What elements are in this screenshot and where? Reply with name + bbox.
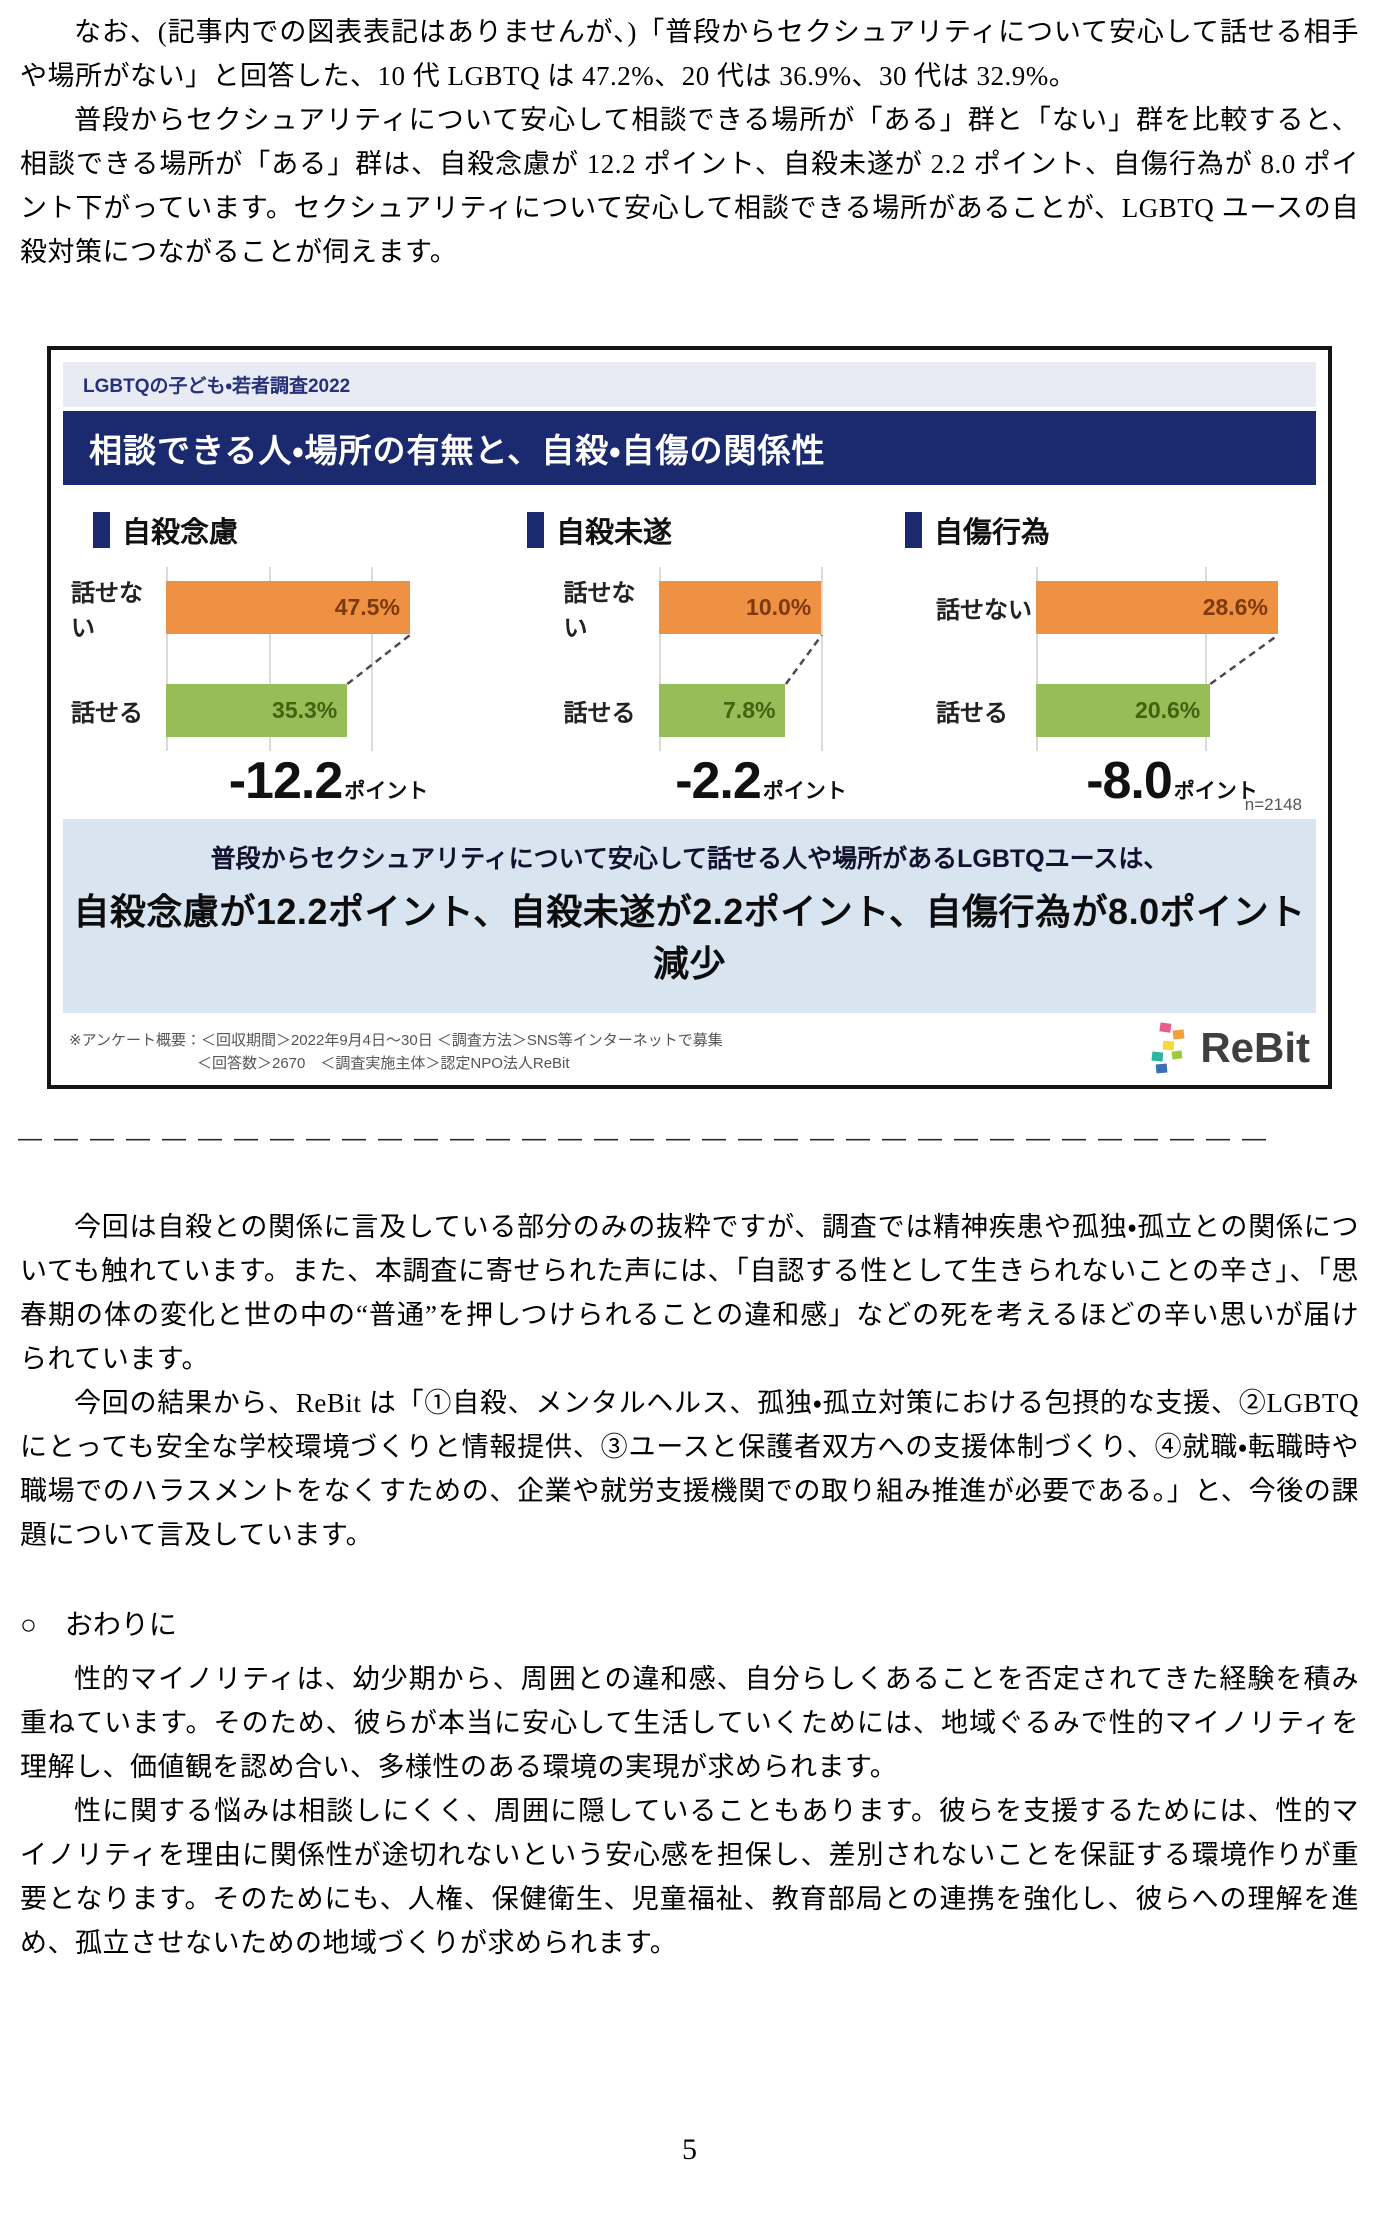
rebit-logo: ReBit: [1146, 1021, 1310, 1075]
legend-color-swatch-icon: [905, 512, 922, 548]
delta-unit: ポイント: [344, 780, 429, 803]
gridline: [268, 567, 271, 751]
category-label-can-talk: 話せる: [563, 700, 636, 727]
bar-can-talk: 20.6%: [1036, 684, 1211, 737]
legend-label: 自殺未遂: [556, 517, 673, 549]
rebit-logo-text: ReBit: [1200, 1024, 1310, 1071]
delta-value: -2.2: [675, 752, 762, 810]
bar-value-label: 7.8%: [723, 697, 776, 723]
chart-legends-row: 自殺念慮 自殺未遂 自傷行為: [71, 509, 1308, 551]
dashed-separator: ―――――――――――――――――――――――――――――――――――: [18, 1125, 1278, 1152]
gridline: [1036, 567, 1038, 751]
note-line-2: ＜回答数＞2670 ＜調査実施主体＞認定NPO法人ReBit: [197, 1054, 570, 1072]
legend-color-swatch-icon: [93, 512, 110, 548]
infographic-summary-box: 普段からセクシュアリティについて安心して話せる人や場所があるLGBTQユースは、…: [63, 819, 1316, 1013]
paragraph-conclusion-1: 性的マイノリティは、幼少期から、周囲との違和感、自分らしくあることを否定されてき…: [20, 1664, 1359, 1782]
legend-suicide-attempt: 自殺未遂: [509, 509, 827, 551]
charts-row: 話せない 話せる 47.5% 35.3%: [71, 567, 1308, 811]
delta-value: -12.2: [228, 752, 344, 810]
bar-chart-suicide-attempt: 話せない 話せる 10.0% 7.8%: [563, 567, 864, 811]
conclusion-text-block: 性的マイノリティは、幼少期から、周囲との違和感、自分らしくあることを否定されてき…: [20, 1657, 1359, 1965]
summary-line-2: 自殺念慮が12.2ポイント、自殺未遂が2.2ポイント、自傷行為が8.0ポイント減…: [73, 891, 1306, 984]
legend-label: 自傷行為: [934, 517, 1051, 549]
category-label-can-talk: 話せる: [71, 700, 143, 727]
category-label-can-talk: 話せる: [936, 700, 1008, 727]
gridline: [166, 567, 168, 751]
category-label-cannot-talk: 話せない: [71, 579, 143, 642]
delta-value: -8.0: [1086, 752, 1173, 810]
bar-cannot-talk: 10.0%: [658, 581, 822, 634]
legend-label: 自殺念慮: [122, 517, 239, 549]
paragraph-rebit-recommendations: 今回の結果から、ReBit は「①自殺、メンタルヘルス、孤独・孤立対策における包…: [20, 1388, 1359, 1550]
chart-plot-area: 47.5% 35.3%: [166, 567, 491, 751]
gridline: [1205, 567, 1208, 751]
bar-chart-self-harm: 話せない 話せる 28.6% 20.6%: [936, 567, 1308, 811]
rebit-logo-icon: [1151, 1022, 1185, 1074]
page-number: 5: [682, 2133, 697, 2166]
legend-color-swatch-icon: [527, 512, 544, 548]
bar-value-label: 10.0%: [746, 594, 812, 620]
bar-cannot-talk: 47.5%: [166, 581, 410, 634]
analysis-text-block: 今回は自殺との関係に言及している部分のみの抜粋ですが、調査では精神疾患や孤独・孤…: [20, 1205, 1359, 1557]
conclusion-heading: ○ おわりに: [20, 1610, 177, 1641]
summary-line-1: 普段からセクシュアリティについて安心して話せる人や場所があるLGBTQユースは、: [210, 845, 1169, 873]
category-label-cannot-talk: 話せない: [936, 597, 1032, 624]
survey-methodology-note: ※アンケート概要：＜回収期間＞2022年9月4日～30日 ＜調査方法＞SNS等イ…: [69, 1029, 723, 1076]
delta-unit: ポイント: [1173, 780, 1258, 803]
paragraph-comparison: 普段からセクシュアリティについて安心して相談できる場所が「ある」群と「ない」群を…: [20, 105, 1359, 267]
intro-text-block: なお、(記事内での図表表記はありませんが、)「普段からセクシュアリティについて安…: [20, 0, 1359, 274]
survey-infographic: LGBTQの子ども・若者調査2022 相談できる人・場所の有無と、自殺・自傷の関…: [47, 346, 1332, 1089]
bar-value-label: 28.6%: [1202, 594, 1268, 620]
bar-value-label: 35.3%: [272, 697, 338, 723]
bar-value-label: 20.6%: [1135, 697, 1201, 723]
legend-self-harm: 自傷行為: [827, 509, 1050, 551]
paragraph-excerpt-note: 今回は自殺との関係に言及している部分のみの抜粋ですが、調査では精神疾患や孤独・孤…: [20, 1212, 1359, 1374]
bar-value-label: 47.5%: [334, 594, 400, 620]
category-label-cannot-talk: 話せない: [563, 579, 636, 642]
infographic-footer: ※アンケート概要：＜回収期間＞2022年9月4日～30日 ＜調査方法＞SNS等イ…: [63, 1013, 1316, 1077]
chart-plot-area: 10.0% 7.8%: [658, 567, 864, 751]
bar-chart-suicidal-ideation: 話せない 話せる 47.5% 35.3%: [71, 567, 491, 811]
sample-size-label: n=2148: [1244, 795, 1302, 814]
delta-unit: ポイント: [762, 780, 847, 803]
legend-suicidal-ideation: 自殺念慮: [71, 509, 509, 551]
chart-plot-area: 28.6% 20.6%: [1036, 567, 1308, 751]
delta-suicidal-ideation: -12.2ポイント: [71, 751, 491, 811]
delta-self-harm: -8.0ポイント: [936, 751, 1308, 811]
bar-can-talk: 7.8%: [658, 684, 786, 737]
infographic-survey-tag: LGBTQの子ども・若者調査2022: [63, 362, 1316, 407]
note-line-1: ※アンケート概要：＜回収期間＞2022年9月4日～30日 ＜調査方法＞SNS等イ…: [69, 1031, 723, 1049]
gridline: [658, 567, 661, 751]
paragraph-conclusion-2: 性に関する悩みは相談しにくく、周囲に隠していることもあります。彼らを支援するため…: [20, 1796, 1359, 1958]
gridline: [821, 567, 824, 751]
paragraph-note: なお、(記事内での図表表記はありませんが、)「普段からセクシュアリティについて安…: [20, 17, 1359, 91]
bar-can-talk: 35.3%: [166, 684, 348, 737]
delta-suicide-attempt: -2.2ポイント: [564, 751, 864, 811]
bar-cannot-talk: 28.6%: [1036, 581, 1278, 634]
infographic-title: 相談できる人・場所の有無と、自殺・自傷の関係性: [63, 411, 1316, 485]
